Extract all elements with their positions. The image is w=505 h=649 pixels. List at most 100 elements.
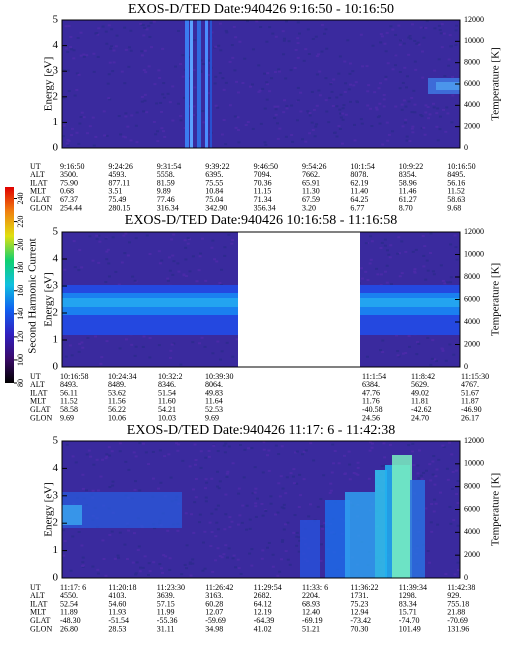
- spectrogram-texture: [228, 104, 232, 107]
- spectrogram-texture: [296, 42, 300, 45]
- spectrogram-texture: [162, 130, 166, 133]
- spectrogram-texture: [361, 65, 365, 68]
- spectrogram-texture: [288, 563, 292, 566]
- spectrogram-texture: [201, 569, 205, 572]
- spectrogram-texture: [76, 36, 80, 39]
- spectrogram-texture: [207, 455, 211, 458]
- spectrogram-texture: [431, 339, 435, 342]
- spectrogram-texture: [231, 239, 235, 242]
- spectrogram-texture: [225, 31, 229, 34]
- spectrogram-texture: [342, 454, 346, 457]
- spectrogram-texture: [445, 106, 449, 109]
- spectrogram-texture: [265, 546, 269, 549]
- spectrogram-texture: [67, 25, 71, 28]
- spectrogram-texture: [282, 37, 286, 40]
- spectrogram-texture: [281, 30, 285, 33]
- spectrogram-texture: [148, 336, 152, 339]
- spectrogram-texture: [210, 477, 214, 480]
- spectrogram-texture: [402, 42, 406, 45]
- spectrogram-texture: [158, 449, 162, 452]
- spectrogram-feature: [375, 470, 387, 578]
- table-cell: 9:54:26: [302, 162, 326, 171]
- spectrogram-texture: [260, 502, 264, 505]
- spectrogram-texture: [79, 31, 83, 34]
- table-cell: 12.40: [302, 608, 320, 617]
- spectrogram-texture: [218, 281, 222, 284]
- spectrogram-texture: [88, 235, 92, 238]
- colorbar-tick-label: 220: [16, 216, 25, 228]
- spectrogram-texture: [91, 489, 95, 492]
- spectrogram-texture: [433, 27, 437, 30]
- y2-tick-label: 8000: [464, 57, 480, 66]
- spectrogram-texture: [148, 253, 152, 256]
- spectrogram-texture: [449, 243, 453, 246]
- table-cell: -73.42: [350, 616, 371, 625]
- table-cell: 7662.: [302, 170, 320, 179]
- spectrogram-texture: [119, 133, 123, 136]
- spectrogram-texture: [231, 557, 235, 560]
- spectrogram-texture: [382, 98, 386, 101]
- spectrogram-texture: [433, 69, 437, 72]
- spectrogram-texture: [292, 482, 296, 485]
- spectrogram-texture: [228, 516, 232, 519]
- spectrogram-texture: [87, 449, 91, 452]
- spectrogram-texture: [107, 262, 111, 265]
- spectrogram-texture: [199, 450, 203, 453]
- spectrogram-texture: [299, 91, 303, 94]
- spectrogram-texture: [204, 500, 208, 503]
- spectrogram-texture: [441, 349, 445, 352]
- table-cell: 70.30: [350, 624, 368, 633]
- spectrogram-texture: [332, 462, 336, 465]
- spectrogram-texture: [436, 139, 440, 142]
- spectrogram-texture: [244, 124, 248, 127]
- spectrogram-texture: [103, 134, 107, 137]
- spectrogram-texture: [456, 561, 460, 564]
- spectrogram-texture: [203, 530, 207, 533]
- spectrogram-texture: [142, 442, 146, 445]
- spectrogram-texture: [286, 521, 290, 524]
- spectrogram-texture: [64, 47, 68, 50]
- spectrogram-texture: [134, 480, 138, 483]
- table-cell: 8495.: [447, 170, 465, 179]
- table-cell: 8078.: [350, 170, 368, 179]
- spectrogram-texture: [348, 62, 352, 65]
- spectrogram-texture: [383, 270, 387, 273]
- table-row-label: ILAT: [30, 178, 47, 187]
- spectrogram-texture: [107, 73, 111, 76]
- spectrogram-feature: [436, 82, 460, 90]
- table-cell: 52.53: [205, 405, 223, 414]
- spectrogram-texture: [149, 21, 153, 24]
- table-cell: 11:39:34: [399, 583, 427, 592]
- spectrogram-texture: [379, 41, 383, 44]
- spectrogram-texture: [364, 270, 368, 273]
- spectrogram-texture: [254, 515, 258, 518]
- spectrogram-texture: [277, 70, 281, 73]
- spectrogram-texture: [405, 75, 409, 78]
- spectrogram-texture: [151, 450, 155, 453]
- spectrogram: [62, 441, 460, 578]
- spectrogram-texture: [159, 481, 163, 484]
- y-tick-label: 3: [53, 280, 59, 292]
- spectrogram-texture: [109, 47, 113, 50]
- y-tick-label: 2: [53, 517, 59, 529]
- spectrogram-texture: [140, 50, 144, 53]
- spectrogram-texture: [450, 453, 454, 456]
- spectrogram-texture: [143, 93, 147, 96]
- spectrogram-texture: [302, 59, 306, 62]
- spectrogram-texture: [201, 110, 205, 113]
- spectrogram-texture: [63, 540, 67, 543]
- spectrogram-texture: [404, 105, 408, 108]
- spectrogram-texture: [385, 281, 389, 284]
- spectrogram-texture: [187, 238, 191, 241]
- spectrogram-texture: [158, 77, 162, 80]
- spectrogram-texture: [166, 277, 170, 280]
- table-cell: 10.03: [158, 413, 176, 422]
- spectrogram-texture: [368, 262, 372, 265]
- spectrogram-texture: [337, 72, 341, 75]
- spectrogram-texture: [444, 359, 448, 362]
- spectrogram-texture: [66, 69, 70, 72]
- spectrogram-texture: [138, 570, 142, 573]
- spectrogram-texture: [204, 478, 208, 481]
- spectrogram-texture: [300, 138, 304, 141]
- spectrogram-feature: [197, 20, 201, 148]
